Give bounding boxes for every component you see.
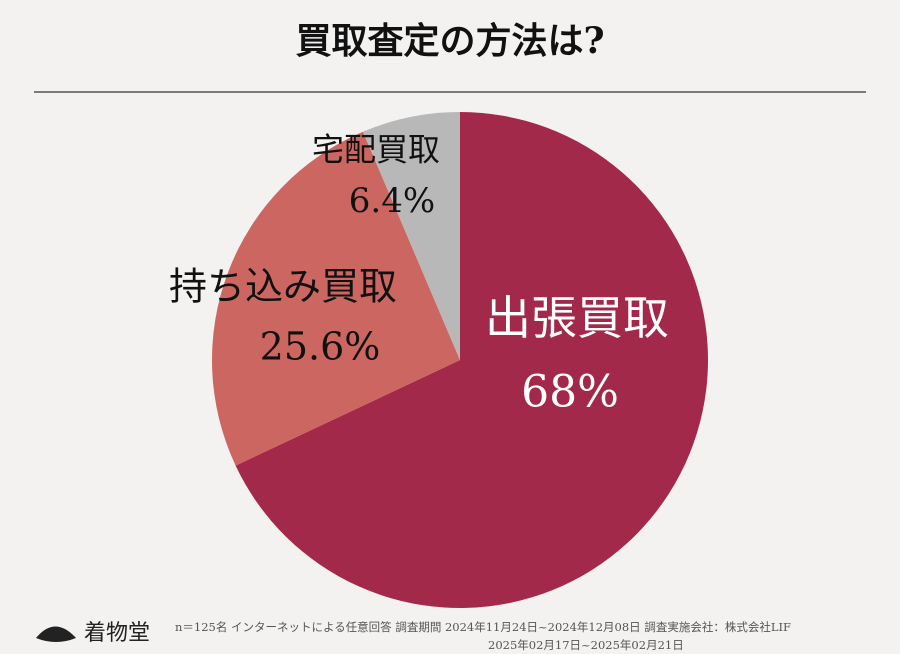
value-label: 25.6% [260,325,381,369]
slice-label: 宅配買取 [312,131,440,169]
logo-fan [36,626,76,642]
pie: 出張買取 68% 持ち込み買取 25.6% 宅配買取 6.4% [169,112,708,608]
pie-slice [235,112,708,608]
footnote: n＝125名 インターネットによる任意回答 調査期間 2024年11月24日~2… [175,620,791,634]
pie-slice [211,131,460,466]
footnote: 2025年02月17日~2025年02月21日 [488,638,684,652]
chart-title: 買取査定の方法は? [295,20,604,62]
pie-slice [362,112,460,360]
slice-label: 出張買取 [485,291,669,345]
brand: 着物堂 [84,621,150,646]
slice-label: 持ち込み買取 [169,265,397,309]
value-label: 6.4% [349,181,435,221]
value-label: 68% [521,367,619,418]
logo: 着物堂 [36,621,150,646]
